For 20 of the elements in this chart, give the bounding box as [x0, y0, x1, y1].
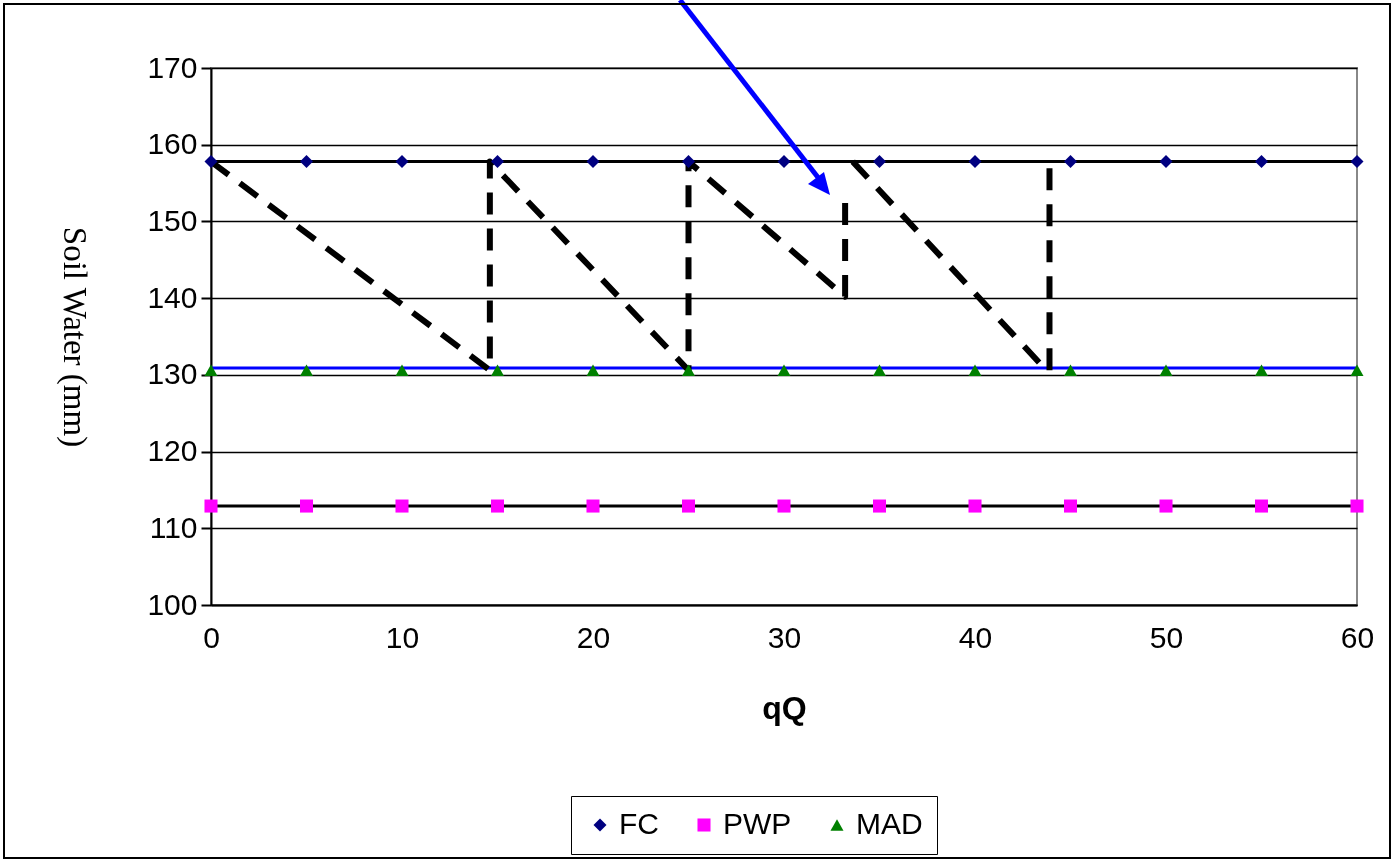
y-tick-label: 140 — [147, 280, 198, 314]
y-tick-label: 110 — [149, 510, 198, 544]
x-tick-label: 60 — [1340, 620, 1375, 654]
y-axis-title: Soil Water (mm) — [56, 226, 94, 448]
x-tick-label: 10 — [385, 620, 420, 654]
x-tick-label: 40 — [958, 620, 993, 654]
x-tick-label: 20 — [576, 620, 611, 654]
x-tick-label: 30 — [767, 620, 802, 654]
legend-label: MAD — [856, 807, 923, 840]
legend-label: PWP — [723, 807, 792, 840]
x-axis-title: qQ — [762, 689, 807, 726]
x-tick-label: 50 — [1149, 620, 1184, 654]
y-tick-label: 170 — [147, 50, 198, 84]
y-tick-label: 160 — [147, 127, 198, 161]
y-tick-label: 120 — [147, 434, 198, 468]
y-tick-label: 130 — [147, 357, 198, 391]
y-tick-label: 100 — [147, 587, 198, 621]
y-tick-label: 150 — [147, 203, 198, 237]
legend-label: FC — [619, 807, 659, 840]
x-tick-label: 0 — [203, 620, 220, 654]
